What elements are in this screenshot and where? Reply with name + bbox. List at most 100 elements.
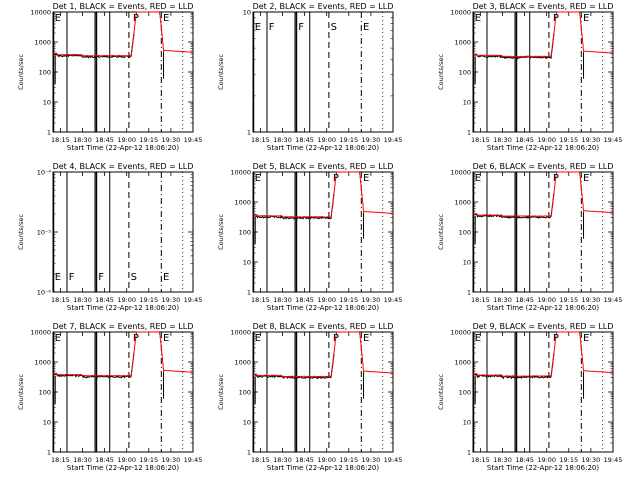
y-tick-label: 10 [243,259,251,267]
x-tick-label: 19:30 [582,296,601,304]
x-tick-label: 18:45 [515,296,534,304]
y-axis-label: Counts/sec [217,374,225,410]
y-tick-label: 1 [47,449,51,457]
attenuator-state-label: E [255,22,261,33]
y-tick-label: 10000 [230,169,251,177]
y-tick-label: 10 [43,419,51,427]
y-tick-label: 1000 [234,199,251,207]
top-marker-label: E [475,173,481,184]
x-axis-label: Start Time (22-Apr-12 18:06:20) [267,304,379,312]
x-tick-label: 19:30 [582,456,601,464]
top-marker-label: P [333,173,339,184]
y-tick-label: 10⁻⁵ [37,229,52,237]
y-tick-label: 10 [243,9,251,17]
y-tick-label: 1 [467,129,471,137]
x-tick-label: 18:45 [295,296,314,304]
x-tick-label: 19:15 [559,456,578,464]
y-tick-label: 10 [463,419,471,427]
y-axis-label: Counts/sec [437,54,445,90]
y-tick-label: 1 [47,129,51,137]
panel-title: Det 4, BLACK = Events, RED = LLD [53,162,194,171]
events-series [475,353,555,378]
attenuator-state-label: E [55,272,61,283]
x-tick-label: 19:45 [604,456,623,464]
lld-series [53,12,193,56]
y-tick-label: 10000 [450,169,471,177]
x-tick-label: 19:00 [117,136,136,144]
plot-frame [53,332,193,452]
plot-frame [473,332,613,452]
x-tick-label: 19:45 [184,136,203,144]
y-tick-label: 10⁻⁶ [37,289,52,297]
x-tick-label: 19:30 [582,136,601,144]
top-marker-label: E [475,333,481,344]
attenuator-state-label: F [98,272,104,283]
y-tick-label: 10 [43,99,51,107]
lld-series [473,12,613,57]
panel-title: Det 3, BLACK = Events, RED = LLD [473,2,614,11]
y-tick-label: 100 [459,229,471,237]
x-tick-label: 19:30 [162,136,181,144]
top-marker-label: P [553,333,559,344]
y-axis-label: Counts/sec [437,374,445,410]
y-tick-label: 100 [239,229,251,237]
events-series [475,192,555,218]
plot-frame [473,12,613,132]
events-series [255,193,335,218]
x-tick-label: 19:30 [162,456,181,464]
top-marker-label: P [133,333,139,344]
x-tick-label: 19:30 [362,136,381,144]
x-tick-label: 19:00 [537,456,556,464]
x-tick-label: 19:45 [604,296,623,304]
x-tick-label: 19:00 [317,296,336,304]
top-marker-label: E [583,333,589,344]
x-tick-label: 19:30 [362,456,381,464]
x-tick-label: 18:15 [51,456,70,464]
attenuator-state-label: F [298,22,304,33]
x-tick-label: 18:15 [251,296,270,304]
lld-series [53,332,193,376]
y-tick-label: 1 [247,289,251,297]
y-tick-label: 10 [463,259,471,267]
top-marker-label: E [55,13,61,24]
x-tick-label: 19:00 [117,296,136,304]
x-tick-label: 18:45 [515,136,534,144]
x-tick-label: 18:45 [295,456,314,464]
x-tick-label: 19:15 [139,456,158,464]
y-tick-label: 1000 [234,359,251,367]
x-tick-label: 19:45 [184,456,203,464]
y-tick-label: 1000 [34,359,51,367]
x-tick-label: 19:00 [317,136,336,144]
x-tick-label: 18:45 [95,296,114,304]
panel-det-6: Det 6, BLACK = Events, RED = LLD18:15 18:… [437,162,622,312]
x-tick-label: 19:30 [362,296,381,304]
x-tick-label: 18:30 [73,136,92,144]
x-tick-label: 19:00 [537,136,556,144]
x-tick-label: 18:30 [273,296,292,304]
x-tick-label: 19:45 [604,136,623,144]
x-tick-label: 19:15 [339,456,358,464]
x-tick-label: 18:30 [493,136,512,144]
x-tick-label: 19:15 [339,296,358,304]
x-tick-label: 18:30 [493,456,512,464]
panel-title: Det 1, BLACK = Events, RED = LLD [53,2,194,11]
lld-series [253,332,393,377]
y-axis-label: Counts/sec [437,214,445,250]
x-tick-label: 18:30 [73,456,92,464]
x-tick-label: 18:30 [273,136,292,144]
x-tick-label: 19:45 [184,296,203,304]
x-tick-label: 19:45 [384,136,403,144]
y-tick-label: 1 [247,449,251,457]
x-axis-label: Start Time (22-Apr-12 18:06:20) [67,304,179,312]
y-tick-label: 1 [467,289,471,297]
x-axis-label: Start Time (22-Apr-12 18:06:20) [67,144,179,152]
top-marker-label: E [363,173,369,184]
top-marker-label: E [255,173,261,184]
top-marker-label: E [363,333,369,344]
detector-count-rates-figure: Det 1, BLACK = Events, RED = LLD18:15 18:… [0,0,640,480]
y-tick-label: 1 [467,449,471,457]
y-tick-label: 100 [459,389,471,397]
x-tick-label: 18:15 [471,456,490,464]
panel-det-5: Det 5, BLACK = Events, RED = LLD18:15 18:… [217,162,402,312]
